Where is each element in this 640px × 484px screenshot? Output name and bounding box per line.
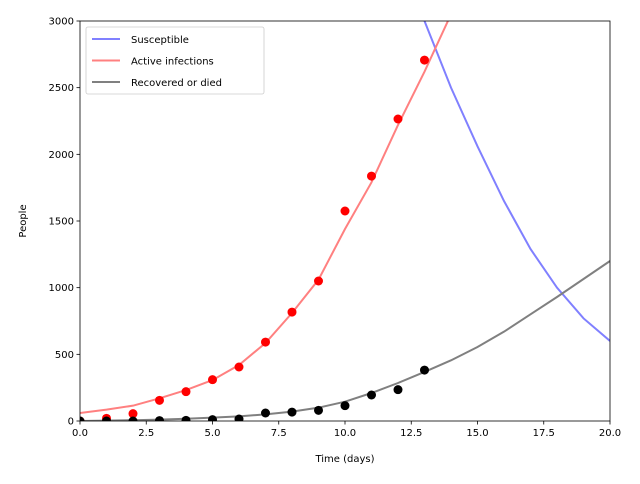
x-tick-label: 0.0 xyxy=(72,428,88,439)
y-tick-label: 2000 xyxy=(49,150,74,161)
data-point xyxy=(367,171,376,181)
y-tick-label: 1500 xyxy=(49,217,74,228)
legend-label: Active infections xyxy=(131,57,214,68)
y-tick-label: 1000 xyxy=(49,283,74,294)
y-tick-label: 0 xyxy=(68,417,74,428)
data-point xyxy=(128,416,138,421)
data-point xyxy=(208,375,217,385)
data-point xyxy=(155,395,164,405)
data-point xyxy=(234,414,244,421)
data-point xyxy=(314,405,323,415)
data-point xyxy=(393,114,403,124)
x-tick-label: 20.0 xyxy=(599,428,621,439)
data-point xyxy=(287,407,297,417)
y-tick-label: 500 xyxy=(55,350,74,361)
series-line-active-infections xyxy=(80,21,450,414)
data-point xyxy=(314,276,323,286)
data-point xyxy=(420,55,429,65)
x-tick-label: 2.5 xyxy=(138,428,154,439)
data-point xyxy=(128,409,138,419)
data-point xyxy=(261,337,270,347)
y-axis: 0 500 1000 1500 2000 2500 3000 xyxy=(49,17,80,428)
x-tick-label: 12.5 xyxy=(400,428,422,439)
data-point xyxy=(393,385,403,395)
data-point xyxy=(181,415,191,421)
data-point xyxy=(155,416,164,421)
data-point xyxy=(340,206,350,216)
data-point xyxy=(340,401,350,411)
data-point xyxy=(287,307,297,317)
series-line-susceptible xyxy=(423,21,610,342)
data-point xyxy=(261,408,270,418)
x-tick-label: 17.5 xyxy=(533,428,555,439)
x-tick-label: 7.5 xyxy=(271,428,287,439)
x-axis: 0.0 2.5 5.0 7.5 10.0 12.5 15.0 17.5 20.0 xyxy=(72,421,621,439)
data-point xyxy=(234,362,244,372)
y-tick-label: 2500 xyxy=(49,83,74,94)
y-axis-label: People xyxy=(18,204,29,237)
data-point xyxy=(208,415,217,421)
data-point xyxy=(80,416,85,421)
plot-area xyxy=(80,21,610,421)
data-point xyxy=(420,365,429,375)
x-tick-label: 15.0 xyxy=(466,428,488,439)
data-point xyxy=(102,416,111,421)
data-point xyxy=(367,390,376,400)
x-tick-label: 10.0 xyxy=(334,428,356,439)
x-tick-label: 5.0 xyxy=(205,428,221,439)
legend-label: Recovered or died xyxy=(131,78,222,89)
legend-label: Susceptible xyxy=(131,35,189,46)
y-tick-label: 3000 xyxy=(49,17,74,28)
data-point xyxy=(181,387,191,397)
x-axis-label: Time (days) xyxy=(314,454,374,465)
legend: Susceptible Active infections Recovered or… xyxy=(85,26,265,95)
